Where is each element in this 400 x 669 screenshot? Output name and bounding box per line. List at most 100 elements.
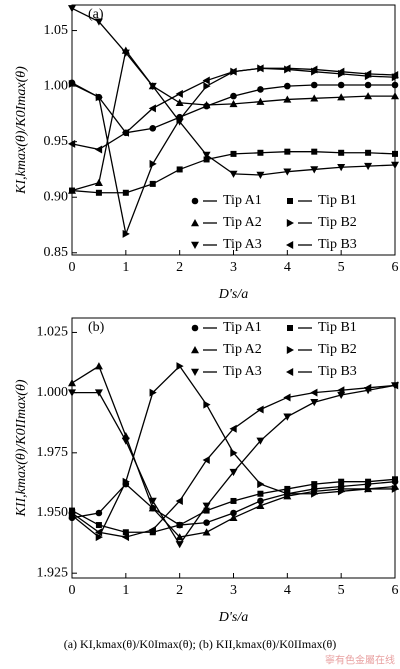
y-axis-label: KII,kmax(θ)/K0IImax(θ)	[14, 379, 29, 517]
marker	[122, 529, 129, 536]
y-axis-label: KI,kmax(θ)/K0Imax(θ)	[14, 66, 29, 195]
marker	[68, 389, 76, 397]
marker	[95, 533, 103, 542]
marker	[229, 424, 237, 433]
marker	[121, 49, 130, 57]
legend-label: Tip A1	[223, 193, 262, 208]
legend-label: Tip B3	[318, 237, 357, 252]
marker	[337, 391, 346, 400]
marker	[191, 324, 199, 332]
marker	[148, 104, 156, 113]
marker	[121, 128, 130, 137]
marker	[95, 93, 103, 102]
marker	[94, 362, 103, 370]
marker	[191, 197, 199, 205]
y-tick-label: 1.975	[37, 445, 69, 460]
marker	[337, 67, 345, 76]
marker	[310, 81, 318, 89]
legend-label: Tip A2	[223, 342, 262, 357]
marker	[283, 95, 292, 103]
x-tick-label: 2	[176, 583, 183, 598]
marker	[202, 528, 211, 536]
marker	[94, 178, 103, 186]
x-tick-label: 4	[284, 260, 291, 275]
marker	[175, 89, 183, 98]
x-tick-label: 2	[176, 260, 183, 275]
marker	[230, 497, 237, 504]
marker	[229, 170, 238, 178]
x-axis-label: D's/a	[218, 610, 248, 625]
marker	[365, 149, 372, 156]
marker	[284, 485, 291, 492]
marker	[176, 166, 183, 173]
marker	[286, 219, 294, 227]
legend-label: Tip B1	[318, 320, 357, 335]
x-tick-label: 4	[284, 583, 291, 598]
marker	[176, 362, 184, 371]
marker	[286, 346, 294, 354]
marker	[121, 437, 130, 445]
marker	[283, 393, 291, 402]
marker	[191, 368, 199, 376]
marker	[337, 487, 346, 496]
marker	[338, 149, 345, 156]
legend-label: Tip A3	[223, 364, 262, 379]
marker	[364, 383, 372, 392]
x-tick-label: 6	[392, 583, 399, 598]
marker	[310, 399, 319, 407]
marker	[191, 219, 199, 227]
marker	[256, 64, 264, 73]
legend-label: Tip A3	[223, 237, 262, 252]
marker	[149, 529, 156, 536]
marker	[69, 507, 75, 514]
marker	[257, 497, 264, 505]
marker	[256, 405, 264, 414]
y-tick-label: 1.05	[44, 23, 69, 38]
marker	[121, 533, 130, 542]
marker	[364, 92, 373, 100]
marker	[391, 92, 399, 100]
marker	[94, 18, 103, 26]
marker	[203, 82, 211, 91]
legend-label: Tip B3	[318, 364, 357, 379]
marker	[256, 501, 265, 509]
marker	[203, 156, 210, 163]
series-line	[71, 67, 396, 151]
marker	[175, 118, 184, 126]
marker	[229, 99, 238, 108]
marker	[202, 456, 210, 465]
marker	[175, 541, 184, 549]
marker	[364, 162, 373, 171]
marker	[229, 468, 238, 477]
marker	[94, 389, 103, 397]
marker	[149, 159, 157, 168]
marker	[229, 67, 237, 76]
marker	[310, 65, 318, 74]
marker	[175, 533, 184, 541]
x-tick-label: 3	[230, 583, 237, 598]
marker	[203, 519, 210, 526]
x-tick-label: 0	[69, 260, 76, 275]
marker	[391, 381, 399, 390]
y-tick-label: 1.000	[37, 385, 69, 400]
marker	[202, 502, 211, 510]
legend-label: Tip A2	[223, 215, 262, 230]
x-tick-label: 5	[338, 583, 345, 598]
marker	[148, 82, 157, 91]
marker	[149, 125, 157, 132]
marker	[364, 484, 373, 493]
marker	[257, 480, 265, 489]
marker	[68, 186, 76, 194]
marker	[391, 81, 399, 89]
marker	[391, 161, 399, 169]
marker	[230, 509, 237, 517]
x-tick-label: 1	[122, 260, 129, 275]
marker	[283, 168, 292, 176]
y-tick-label: 1.025	[37, 325, 69, 340]
y-tick-label: 1.00	[44, 78, 69, 93]
marker	[191, 241, 199, 249]
marker	[311, 489, 319, 498]
marker	[284, 82, 291, 90]
marker	[286, 241, 294, 249]
series-line	[71, 478, 396, 533]
